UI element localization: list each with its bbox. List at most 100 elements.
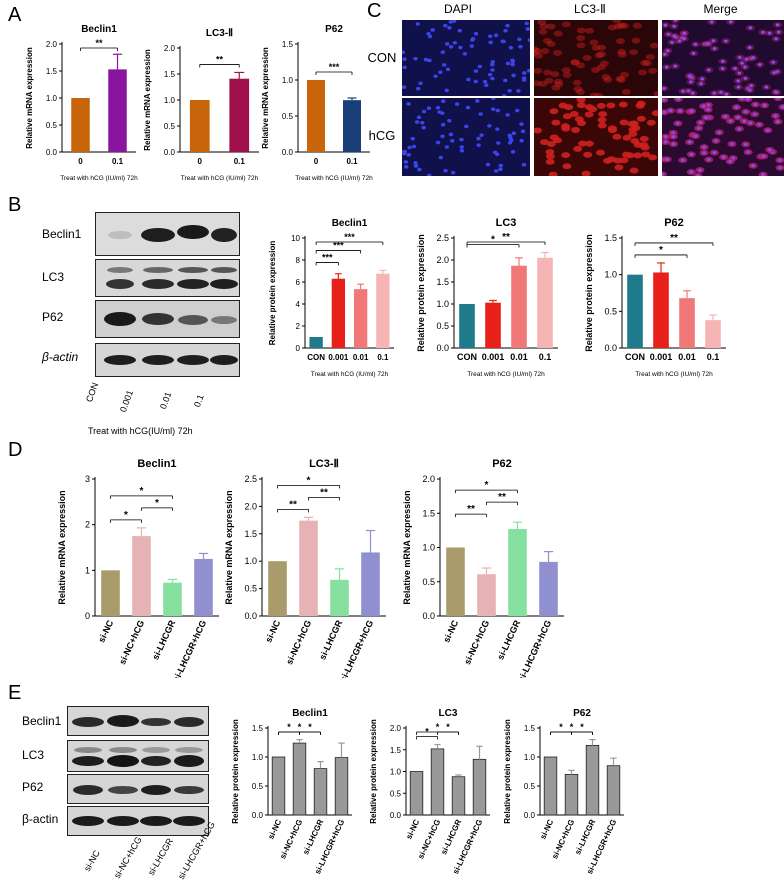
bar-con [627,274,643,348]
blot-b-label-actin: β-actin [42,350,79,364]
nucleus [426,106,432,111]
y-tick-label: 0.0 [252,811,264,820]
x-axis-label: Treat with hCG (IU/ml) 72h [635,371,713,378]
nucleus [508,45,514,50]
nucleus [473,31,479,36]
cell-signal [636,100,646,107]
bar-si-lhcgr [451,776,466,816]
y-tick-label: 0.0 [46,148,58,157]
nucleus [413,164,419,168]
nucleus [681,89,685,93]
cell-signal [534,80,542,87]
bar-0-1 [108,69,127,152]
y-tick-label: 0.0 [524,811,536,820]
cell-signal [546,40,556,47]
bar-0 [71,98,90,152]
y-axis-label: Relative mRNA expression [143,49,152,151]
y-tick-label: 2.0 [390,724,402,733]
nucleus [507,141,513,145]
nucleus [526,68,530,73]
nucleus [503,78,508,83]
significance-label: *** [333,240,344,250]
y-axis-label: Relative protein expression [416,234,426,352]
nucleus [417,167,422,172]
significance-label: * [308,722,312,732]
x-tick-label: si-LHCGR [495,618,522,661]
y-tick-label: 0.5 [524,782,536,791]
chart-a-lc3: LC3-Ⅱ Relative mRNA expression 0.0 0.5 1.0 1.… [140,22,265,188]
nucleus [778,158,782,162]
cell-signal [628,126,638,133]
bar-si-nc-hcg [564,774,579,816]
nucleus [490,60,495,64]
nucleus [773,114,778,118]
cell-signal [612,20,622,24]
nucleus [420,120,425,125]
cell-signal [629,167,639,174]
cell-signal [639,135,649,142]
nucleus [689,109,694,113]
nucleus [740,61,744,65]
nucleus [470,36,476,41]
nucleus [736,85,741,89]
significance-label: ** [216,54,224,64]
x-tick-label: si-NC [266,818,283,841]
nucleus [728,119,733,123]
cell-signal [617,48,627,55]
nucleus [450,139,455,143]
nucleus [677,39,682,43]
cell-signal [597,44,607,51]
cell-signal [576,98,586,103]
nucleus [714,139,718,143]
nucleus [438,70,443,75]
cell-signal [615,75,625,82]
significance-label: * [570,722,574,732]
bar-si-nc [268,561,287,616]
nucleus [736,79,740,83]
bar-0-1 [376,273,390,348]
nucleus [402,65,407,70]
nucleus [728,160,732,164]
nucleus [678,109,682,113]
x-tick-label: si-LHCGR+hCG [516,619,553,678]
y-tick-label: 8 [296,256,301,265]
y-tick-label: 1.5 [422,508,435,518]
nucleus [682,31,687,35]
panel-label-e: E [8,682,22,704]
significance-label: * [155,498,159,509]
blot-e-label-actin: β-actin [22,812,59,826]
nucleus [663,140,668,144]
nucleus [493,169,499,173]
nucleus [724,92,729,96]
bar-si-lhcgr-hcg [606,765,621,816]
y-tick-label: 2.0 [244,501,257,511]
nucleus [427,58,432,63]
nucleus [421,109,427,114]
y-tick-label: 0.5 [422,577,435,587]
cell-signal [598,111,608,118]
x-tick-label: 0.1 [707,352,720,362]
blot-e-lane-silhcgr: si-LHCGR [146,836,176,877]
bar-si-lhcgr [313,768,328,816]
cell-signal [597,116,607,123]
nucleus [676,121,680,125]
nucleus [672,34,677,38]
cell-signal [578,140,588,147]
nucleus [701,104,706,108]
micrograph-dapi-con [402,20,530,96]
y-tick-label: 0.0 [390,811,402,820]
chart-b-p62: P62 Relative protein expression 0.0 0.5 1.0 1… [582,212,732,384]
x-tick-label: 0 [314,157,319,166]
nucleus [441,99,446,103]
blot-b-lane-01: 0.1 [192,393,206,409]
bar-0 [189,100,210,152]
cell-signal [534,48,542,55]
significance-label: * [140,486,144,497]
y-axis-label: Relative mRNA expression [57,490,67,604]
y-tick-label: 1.0 [390,768,402,777]
nucleus [746,98,750,101]
nucleus [723,115,728,119]
bar-si-nc [543,756,558,816]
chart-b-lc3: LC3 Relative protein expression 0.0 0.5 1.0 1… [414,212,564,384]
x-tick-label: si-NC+hCG [416,818,442,860]
